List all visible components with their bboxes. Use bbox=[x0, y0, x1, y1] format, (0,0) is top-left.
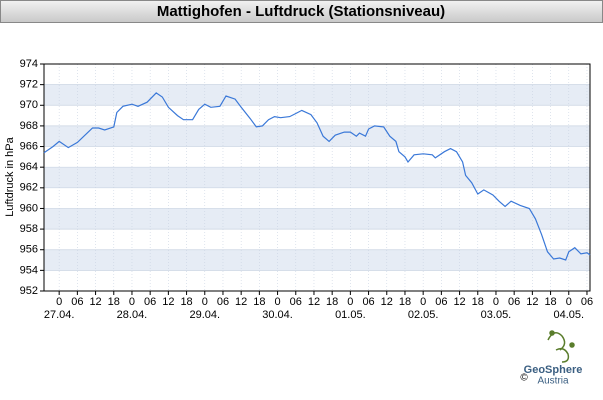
grid-band bbox=[44, 84, 590, 106]
x-tick-label: 06 bbox=[290, 296, 302, 308]
x-tick-label: 06 bbox=[362, 296, 374, 308]
x-tick-label: 0 bbox=[275, 296, 281, 308]
x-tick-label: 12 bbox=[381, 296, 393, 308]
grid-band bbox=[44, 249, 590, 271]
x-tick-label: 06 bbox=[435, 296, 447, 308]
logo bbox=[547, 330, 575, 363]
x-tick-label: 06 bbox=[581, 296, 593, 308]
x-tick-label: 0 bbox=[56, 296, 62, 308]
x-tick-label: 18 bbox=[399, 296, 411, 308]
y-tick-label: 974 bbox=[20, 58, 38, 70]
logo-swirl bbox=[547, 332, 566, 351]
x-tick-label: 18 bbox=[180, 296, 192, 308]
x-tick-label: 18 bbox=[544, 296, 556, 308]
date-label: 01.05. bbox=[335, 309, 366, 321]
x-tick-label: 12 bbox=[89, 296, 101, 308]
y-axis-label: Luftdruck in hPa bbox=[4, 136, 16, 216]
y-tick-label: 972 bbox=[20, 79, 38, 91]
copyright: © bbox=[520, 373, 528, 384]
x-tick-label: 0 bbox=[202, 296, 208, 308]
y-tick-label: 960 bbox=[20, 202, 38, 214]
x-tick-label: 12 bbox=[162, 296, 174, 308]
date-label: 03.05. bbox=[481, 309, 512, 321]
y-tick-label: 956 bbox=[20, 244, 38, 256]
x-tick-label: 0 bbox=[347, 296, 353, 308]
data-line bbox=[43, 92, 591, 261]
y-tick-label: 962 bbox=[20, 182, 38, 194]
x-tick-label: 0 bbox=[493, 296, 499, 308]
x-tick-label: 06 bbox=[144, 296, 156, 308]
x-tick-label: 18 bbox=[472, 296, 484, 308]
x-tick-label: 18 bbox=[253, 296, 265, 308]
x-tick-label: 12 bbox=[453, 296, 465, 308]
x-tick-label: 0 bbox=[566, 296, 572, 308]
plot-frame bbox=[43, 63, 591, 292]
grid-band bbox=[44, 167, 590, 188]
x-tick-label: 18 bbox=[326, 296, 338, 308]
logo-name: GeoSphere bbox=[524, 364, 583, 376]
y-tick-label: 966 bbox=[20, 140, 38, 152]
grid-band bbox=[44, 125, 590, 147]
x-tick-label: 12 bbox=[235, 296, 247, 308]
logo-dot bbox=[569, 342, 575, 348]
y-tick-label: 964 bbox=[20, 161, 38, 173]
y-tick-label: 970 bbox=[20, 99, 38, 111]
y-tick-label: 968 bbox=[20, 120, 38, 132]
date-label: 27.04. bbox=[44, 309, 75, 321]
x-tick-label: 12 bbox=[526, 296, 538, 308]
x-tick-label: 18 bbox=[108, 296, 120, 308]
x-tick-label: 06 bbox=[217, 296, 229, 308]
grid-band bbox=[44, 208, 590, 230]
chart-title: Mattighofen - Luftdruck (Stationsniveau) bbox=[157, 3, 445, 20]
x-tick-label: 0 bbox=[129, 296, 135, 308]
logo-swirl bbox=[555, 347, 570, 363]
y-tick-label: 954 bbox=[20, 264, 38, 276]
date-label: 02.05. bbox=[408, 309, 439, 321]
date-label: 29.04. bbox=[189, 309, 220, 321]
y-tick-label: 958 bbox=[20, 223, 38, 235]
date-label: 04.05. bbox=[553, 309, 584, 321]
x-tick-label: 06 bbox=[71, 296, 83, 308]
y-tick-label: 952 bbox=[20, 285, 38, 297]
x-tick-label: 06 bbox=[508, 296, 520, 308]
date-label: 28.04. bbox=[117, 309, 148, 321]
date-label: 30.04. bbox=[262, 309, 293, 321]
logo-dot bbox=[549, 330, 555, 336]
x-tick-label: 12 bbox=[308, 296, 320, 308]
x-tick-label: 0 bbox=[420, 296, 426, 308]
logo-country: Austria bbox=[537, 376, 569, 387]
